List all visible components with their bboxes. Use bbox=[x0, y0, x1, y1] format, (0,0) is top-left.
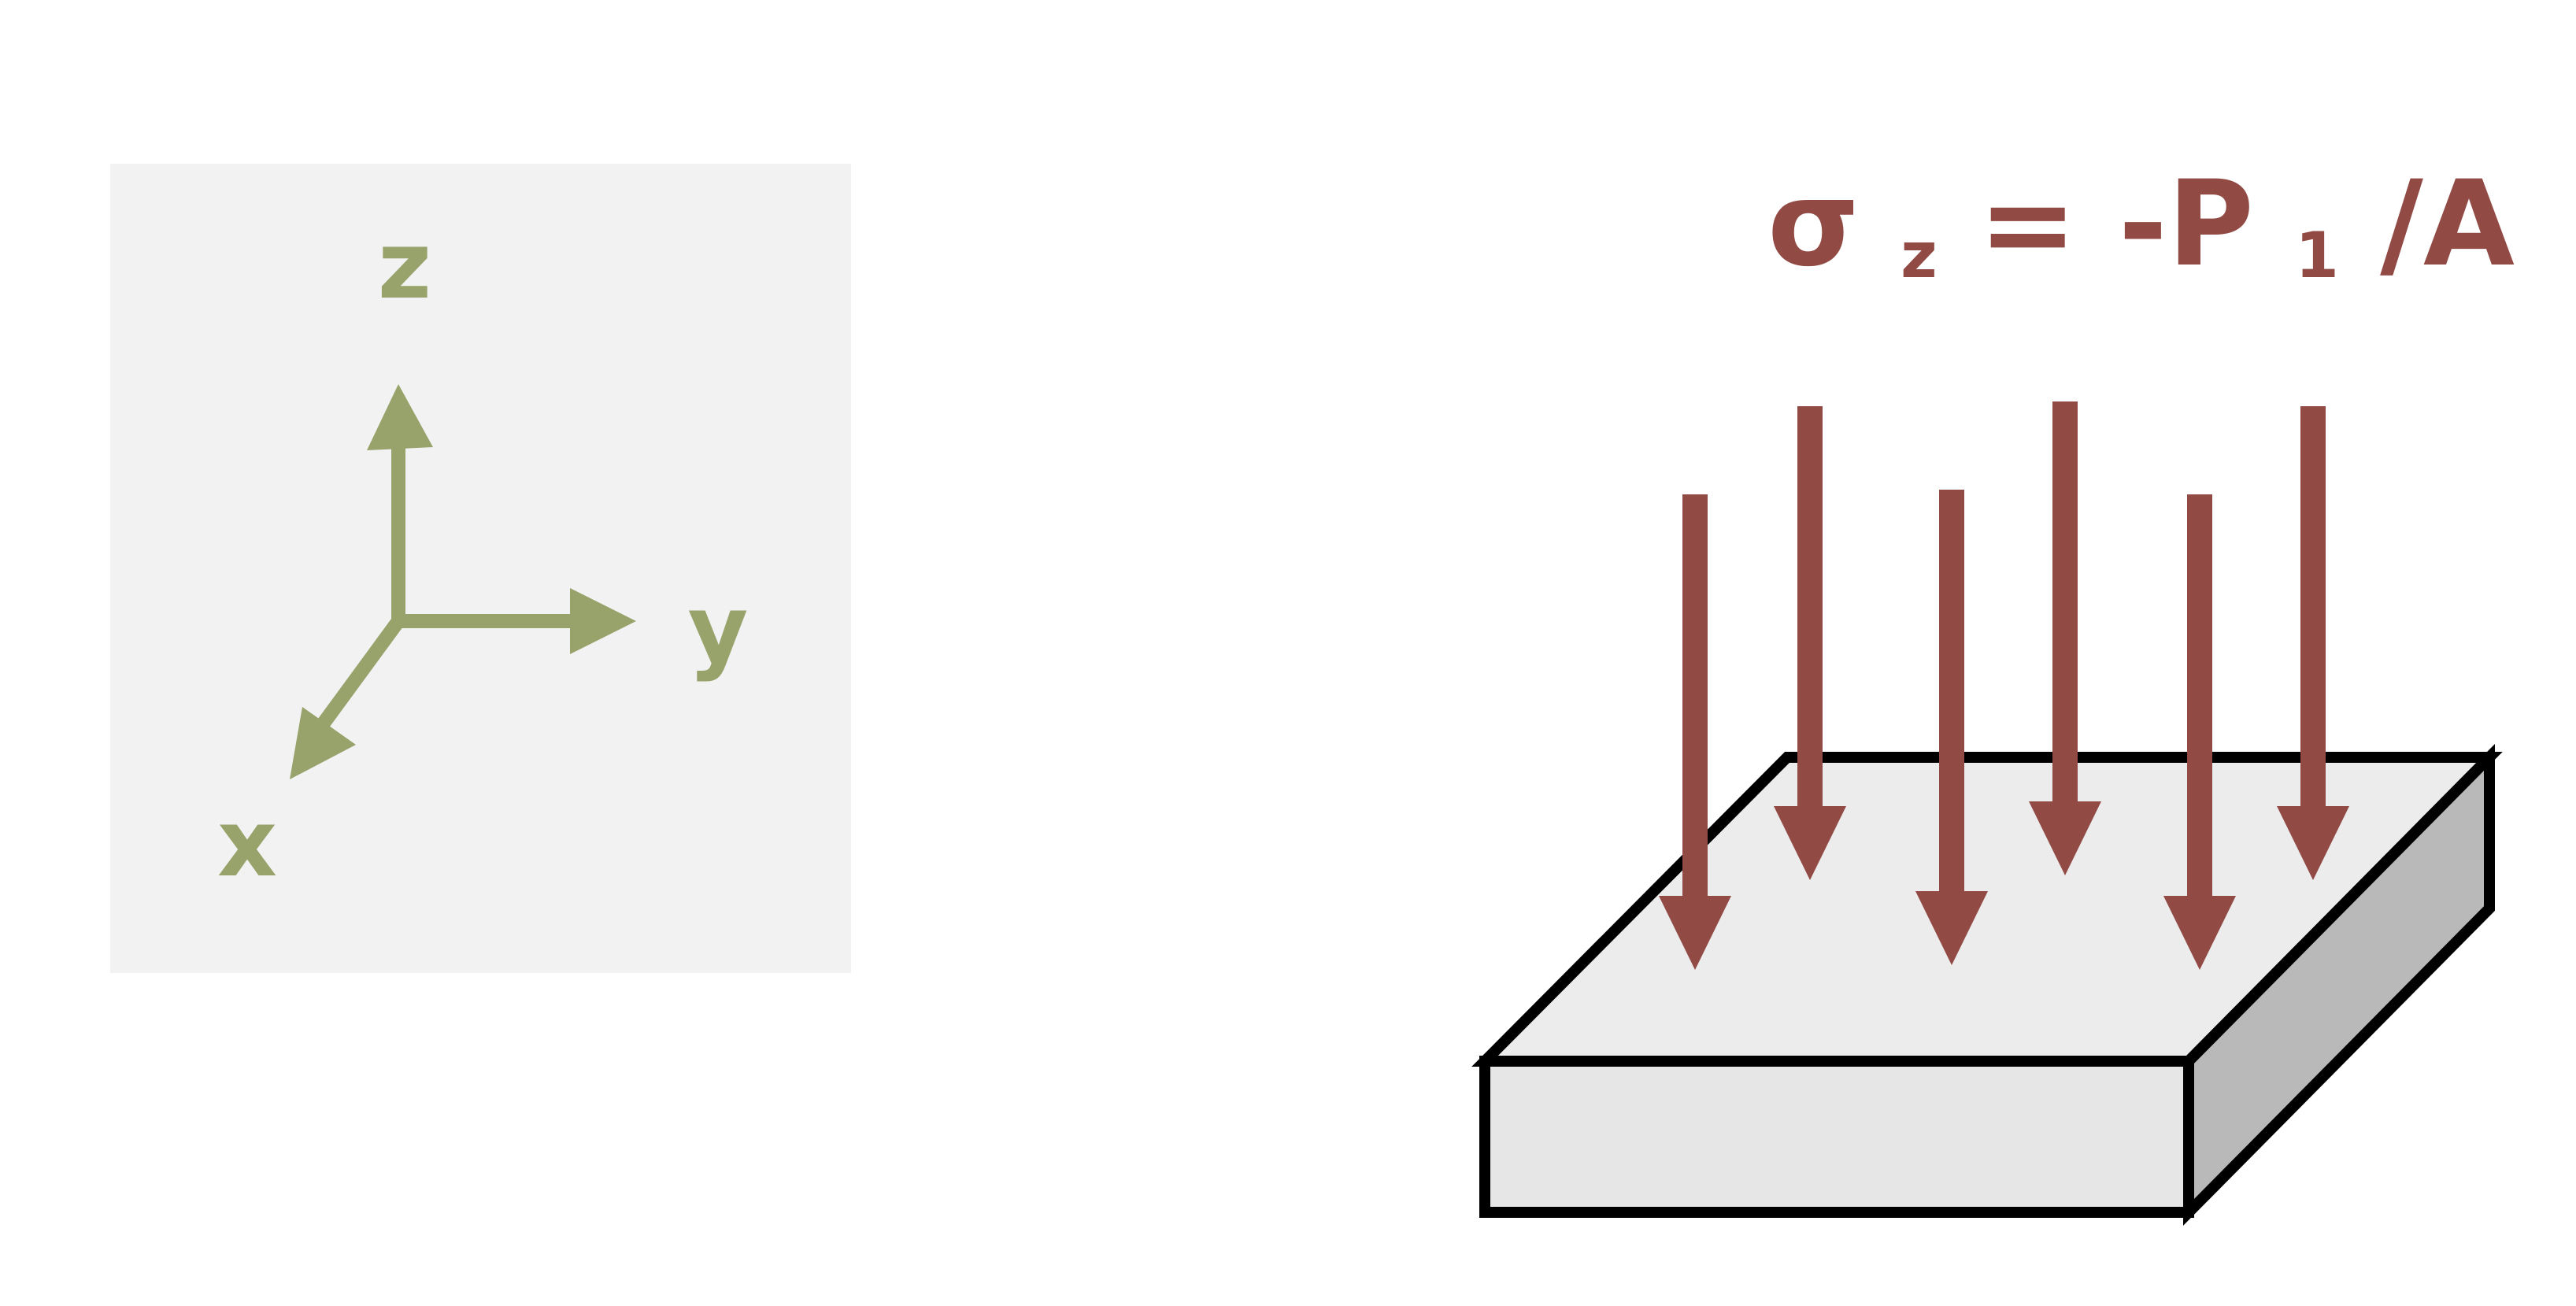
down-arrow-icon bbox=[1659, 494, 1731, 970]
y-axis-arrow-icon bbox=[398, 588, 636, 654]
p-subscript: 1 bbox=[2295, 219, 2339, 292]
axes-panel-background bbox=[110, 164, 851, 973]
sigma-symbol: σ bbox=[1767, 156, 1860, 293]
y-axis-label: y bbox=[688, 575, 749, 683]
x-axis-label: x bbox=[217, 789, 277, 897]
down-arrow-icon bbox=[1915, 490, 1988, 965]
formula-middle: = -P bbox=[1978, 156, 2254, 293]
down-arrow-icon bbox=[2163, 494, 2236, 970]
formula-tail: /A bbox=[2380, 156, 2515, 293]
down-arrow-icon bbox=[2277, 406, 2349, 880]
plate-block bbox=[1471, 743, 2503, 1226]
stress-formula: σ z = -P 1 /A bbox=[1767, 156, 2515, 305]
axes-panel: z y x bbox=[110, 164, 851, 973]
plate-front-face bbox=[1479, 1056, 2194, 1218]
z-axis-label: z bbox=[378, 211, 432, 320]
z-axis-arrow-icon bbox=[367, 384, 433, 627]
down-arrow-icon bbox=[2029, 401, 2101, 875]
x-axis-arrow-icon bbox=[290, 616, 405, 779]
load-arrows bbox=[1659, 401, 2349, 970]
down-arrow-icon bbox=[1774, 406, 1846, 880]
sigma-subscript: z bbox=[1901, 219, 1938, 292]
